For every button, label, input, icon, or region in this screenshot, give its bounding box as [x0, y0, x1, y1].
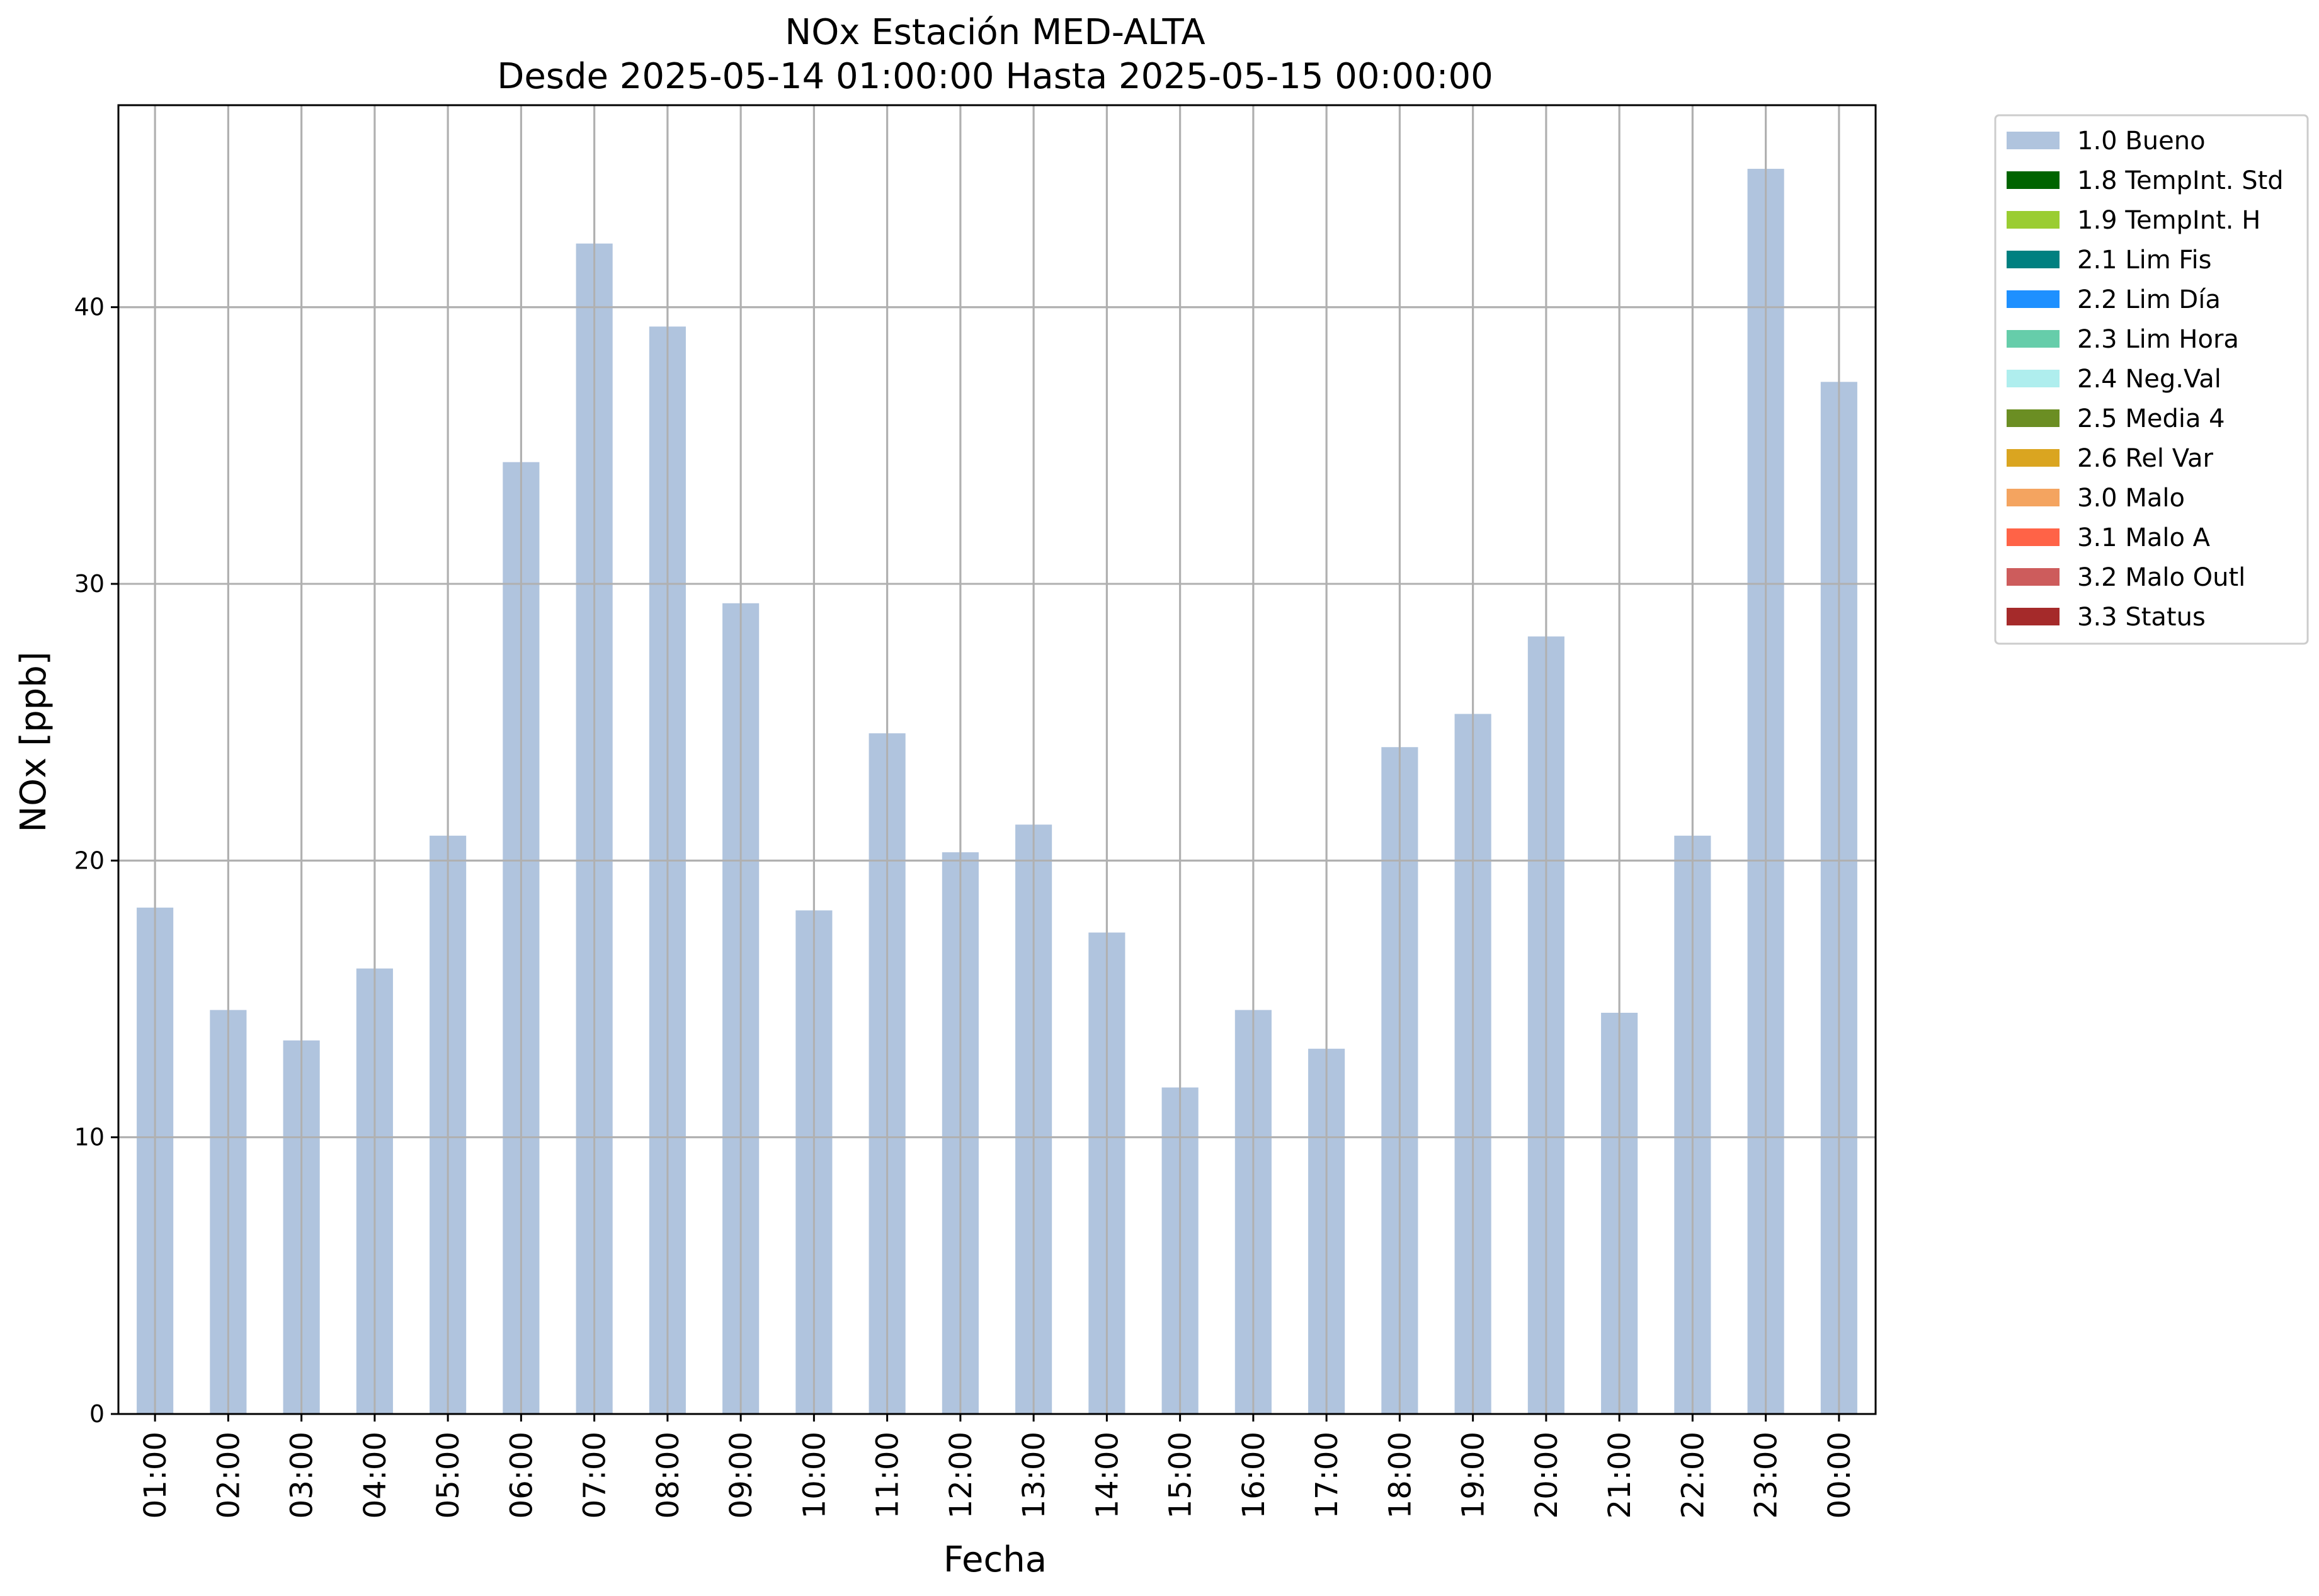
x-tick-label: 08:00: [651, 1432, 686, 1519]
legend-label: 3.3 Status: [2077, 603, 2206, 632]
axes: [111, 104, 1877, 1422]
x-tick-label: 20:00: [1529, 1432, 1564, 1519]
legend-swatch: [2007, 409, 2060, 427]
x-tick-label: 22:00: [1675, 1432, 1711, 1519]
legend-label: 2.3 Lim Hora: [2077, 325, 2239, 354]
legend-label: 3.0 Malo: [2077, 484, 2185, 513]
legend-swatch: [2007, 211, 2060, 229]
legend-swatch: [2007, 528, 2060, 546]
legend-label: 1.9 TempInt. H: [2077, 206, 2260, 235]
legend-swatch: [2007, 132, 2060, 149]
legend-swatch: [2007, 171, 2060, 189]
x-tick-label: 06:00: [504, 1432, 539, 1519]
x-tick-label: 11:00: [870, 1432, 906, 1519]
legend-label: 1.8 TempInt. Std: [2077, 166, 2284, 195]
y-tick-label: 0: [89, 1400, 105, 1428]
x-tick-label: 18:00: [1382, 1432, 1418, 1519]
y-tick-labels: 0 10 20 30 40: [74, 294, 105, 1428]
x-tick-label: 19:00: [1456, 1432, 1491, 1519]
legend-swatch: [2007, 251, 2060, 268]
y-tick-label: 40: [74, 294, 105, 321]
legend: 1.0 Bueno 1.8 TempInt. Std 1.9 TempInt. H 2…: [1994, 114, 2309, 645]
legend-label: 1.0 Bueno: [2077, 127, 2206, 156]
x-tick-label: 13:00: [1017, 1432, 1052, 1519]
y-tick-label: 30: [74, 570, 105, 598]
legend-label: 2.4 Neg.Val: [2077, 365, 2221, 394]
x-tick-label: 03:00: [285, 1432, 320, 1519]
legend-swatch: [2007, 608, 2060, 625]
chart-title-line2: Desde 2025-05-14 01:00:00 Hasta 2025-05-…: [497, 56, 1493, 97]
legend-label: 3.2 Malo Outl: [2077, 563, 2245, 592]
x-tick-label: 10:00: [797, 1432, 832, 1519]
bars: [118, 105, 1876, 1415]
legend-label: 2.2 Lim Día: [2077, 285, 2221, 314]
legend-box: [1994, 114, 2309, 645]
x-tick-label: 15:00: [1163, 1432, 1199, 1519]
legend-swatch: [2007, 449, 2060, 467]
legend-swatch: [2007, 370, 2060, 387]
x-tick-label: 09:00: [724, 1432, 759, 1519]
x-tick-label: 07:00: [578, 1432, 613, 1519]
x-tick-label: 04:00: [358, 1432, 393, 1519]
x-axis-label: Fecha: [943, 1539, 1047, 1580]
x-tick-label: 16:00: [1236, 1432, 1272, 1519]
x-tick-label: 05:00: [431, 1432, 466, 1519]
x-tick-label: 14:00: [1090, 1432, 1125, 1519]
x-tick-label: 00:00: [1822, 1432, 1857, 1519]
plot-frame: [117, 104, 1877, 1415]
x-tick-label: 23:00: [1749, 1432, 1784, 1519]
y-tick-label: 10: [74, 1124, 105, 1151]
legend-label: 3.1 Malo A: [2077, 523, 2211, 552]
x-tick-label: 17:00: [1309, 1432, 1345, 1519]
legend-label: 2.6 Rel Var: [2077, 444, 2214, 473]
y-axis-label: NOx [ppb]: [13, 651, 54, 832]
legend-label: 2.5 Media 4: [2077, 404, 2225, 433]
x-tick-label: 21:00: [1602, 1432, 1638, 1519]
legend-swatch: [2007, 568, 2060, 586]
x-tick-label: 01:00: [138, 1432, 173, 1519]
chart-title-line1: NOx Estación MED-ALTA: [785, 12, 1205, 53]
x-tick-label: 02:00: [211, 1432, 246, 1519]
legend-swatch: [2007, 330, 2060, 348]
legend-label: 2.1 Lim Fis: [2077, 246, 2211, 275]
legend-swatch: [2007, 290, 2060, 308]
x-tick-labels: 01:00 02:00 03:00 04:00 05:00 06:00 07:00 08:00…: [138, 1432, 1857, 1519]
legend-swatch: [2007, 489, 2060, 506]
x-tick-label: 12:00: [943, 1432, 979, 1519]
y-tick-label: 20: [74, 846, 105, 874]
